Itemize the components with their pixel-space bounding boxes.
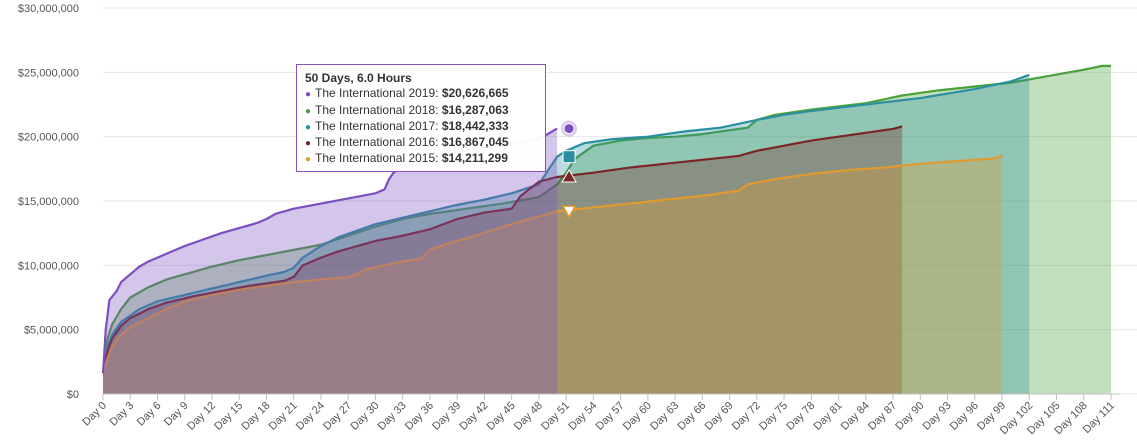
tooltip-row-label: The International 2018: <box>315 102 439 117</box>
x-tick-label: Day 96 <box>948 400 981 433</box>
series-area <box>103 65 1111 395</box>
x-tick-label: Day 75 <box>757 400 790 433</box>
tooltip-row-label: The International 2015: <box>315 151 439 166</box>
x-tick-label: Day 42 <box>457 400 490 433</box>
tooltip-row-2015: ● The International 2015: $14,211,299 <box>305 151 537 167</box>
tooltip-row-value: $16,867,045 <box>441 135 509 150</box>
series-area <box>103 126 903 394</box>
tooltip-row-value: $18,442,333 <box>441 118 509 133</box>
tooltip-title: 50 Days, 6.0 Hours <box>305 71 412 85</box>
series-line <box>101 154 1003 374</box>
hover-marker-circle <box>563 123 575 135</box>
x-tick-label: Day 12 <box>185 400 218 433</box>
hover-marker-triangle-down <box>561 205 577 219</box>
x-tick-label: Day 54 <box>566 400 599 433</box>
x-tick-label: Day 39 <box>430 400 463 433</box>
x-tick-label: Day 0 <box>80 400 109 429</box>
x-tick-label: Day 48 <box>512 400 545 433</box>
x-tick-label: Day 24 <box>294 400 327 433</box>
series-dot-icon: ● <box>305 89 312 101</box>
y-tick-label: $15,000,000 <box>18 196 79 208</box>
tooltip-row-label: The International 2016: <box>315 135 439 150</box>
tooltip-row-value: $16,287,063 <box>441 102 509 117</box>
tooltip-row-label: The International 2019: <box>315 86 439 101</box>
series-dot-icon: ● <box>305 154 312 166</box>
x-tick-label: Day 66 <box>675 400 708 433</box>
chart-tooltip: 50 Days, 6.0 Hours ● The International 20… <box>296 64 546 172</box>
y-tick-label: $5,000,000 <box>24 325 79 337</box>
x-tick-label: Day 84 <box>839 400 872 433</box>
x-tick-label: Day 36 <box>403 400 436 433</box>
series-line <box>101 73 1030 374</box>
x-tick-label: Day 15 <box>212 400 245 433</box>
hover-markers <box>561 120 578 219</box>
x-tick-label: Day 33 <box>376 400 409 433</box>
x-tick-label: Day 81 <box>812 400 845 433</box>
series-dot-icon: ● <box>305 138 312 150</box>
x-tick-label: Day 87 <box>866 400 899 433</box>
x-tick-label: Day 63 <box>648 400 681 433</box>
x-tick-label: Day 57 <box>594 400 627 433</box>
x-tick-label: Day 72 <box>730 400 763 433</box>
series-dot-icon: ● <box>305 121 312 133</box>
tooltip-row-2016: ● The International 2016: $16,867,045 <box>305 135 537 151</box>
x-tick-label: Day 78 <box>784 400 817 433</box>
tooltip-row-2019: ● The International 2019: $20,626,665 <box>305 86 537 102</box>
y-tick-label: $10,000,000 <box>18 260 79 272</box>
x-tick-label: Day 60 <box>621 400 654 433</box>
x-tick-label: Day 93 <box>921 400 954 433</box>
y-tick-label: $20,000,000 <box>18 132 79 144</box>
tooltip-row-value: $20,626,665 <box>441 86 509 101</box>
tooltip-row-2017: ● The International 2017: $18,442,333 <box>305 119 537 135</box>
tooltip-row-value: $14,211,299 <box>441 151 508 166</box>
x-tick-label: Day 6 <box>135 400 164 429</box>
y-tick-label: $30,000,000 <box>18 3 79 15</box>
series-line <box>101 64 1111 374</box>
x-tick-label: Day 51 <box>539 400 572 433</box>
x-tick-label: Day 69 <box>703 400 736 433</box>
x-tick-label: Day 30 <box>348 400 381 433</box>
hover-marker-triangle <box>561 168 577 183</box>
x-tick-label: Day 90 <box>893 400 926 433</box>
x-tick-label: Day 3 <box>108 400 137 429</box>
series-line <box>101 125 903 374</box>
series-areas[interactable] <box>101 64 1111 395</box>
series-dot-icon: ● <box>305 105 312 117</box>
x-tick-label: Day 21 <box>267 400 300 433</box>
series-area <box>103 128 558 394</box>
series-area <box>103 74 1030 394</box>
x-tick-label: Day 27 <box>321 400 354 433</box>
hover-marker-square <box>562 150 576 164</box>
series-area <box>103 155 1003 394</box>
x-tick-label: Day 45 <box>485 400 518 433</box>
y-tick-label: $25,000,000 <box>18 67 79 79</box>
tooltip-row-label: The International 2017: <box>315 118 439 133</box>
x-tick-label: Day 18 <box>239 400 272 433</box>
y-tick-label: $0 <box>67 389 79 401</box>
tooltip-row-2018: ● The International 2018: $16,287,063 <box>305 103 537 119</box>
grid-lines <box>103 7 1137 395</box>
